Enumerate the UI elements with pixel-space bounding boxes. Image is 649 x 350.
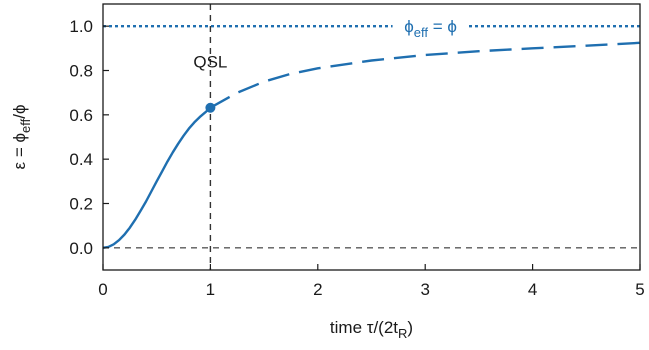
x-tick-label: 3 — [420, 280, 429, 299]
x-axis-title: time τ/(2tR) — [330, 318, 413, 341]
reference-label-mask — [392, 15, 469, 42]
qsl-annotation: QSL — [193, 53, 227, 72]
x-tick-label: 2 — [313, 280, 322, 299]
y-axis-title-sub: eff — [18, 118, 33, 133]
reference-label-main: ϕ — [404, 17, 414, 36]
series-line-dashed — [209, 41, 641, 109]
y-axis-title-tail: /ϕ — [10, 105, 29, 119]
y-tick-label: 0.0 — [69, 239, 93, 258]
qsl-marker-point — [205, 102, 216, 113]
reference-line-label: ϕeff = ϕ — [404, 17, 457, 40]
x-tick-label: 1 — [206, 280, 215, 299]
y-tick-label: 0.4 — [69, 150, 93, 169]
y-tick-label: 1.0 — [69, 17, 93, 36]
y-tick-label: 0.6 — [69, 106, 93, 125]
reference-label-tail: = ϕ — [428, 17, 457, 36]
x-tick-label: 4 — [528, 280, 537, 299]
x-tick-label: 5 — [635, 280, 644, 299]
reference-label-sub: eff — [414, 25, 429, 40]
axes: 0 1 2 3 4 5 0.0 0.2 0.4 0.6 0.8 1.0 — [69, 3, 645, 299]
x-axis-title-close: ) — [407, 318, 413, 337]
reference-label-background — [392, 15, 469, 42]
x-axis-title-sub: R — [398, 326, 407, 341]
plot-frame — [102, 3, 641, 271]
y-axis-title: ε = ϕeff/ϕ — [10, 105, 33, 170]
y-tick-label: 0.2 — [69, 195, 93, 214]
series-line-solid — [102, 106, 212, 249]
y-tick-label: 0.8 — [69, 62, 93, 81]
plot-area — [102, 4, 641, 270]
x-axis-title-main: time τ/(2t — [330, 318, 398, 337]
x-tick-label: 0 — [98, 280, 107, 299]
y-axis-title-main: ε = ϕ — [10, 133, 29, 169]
